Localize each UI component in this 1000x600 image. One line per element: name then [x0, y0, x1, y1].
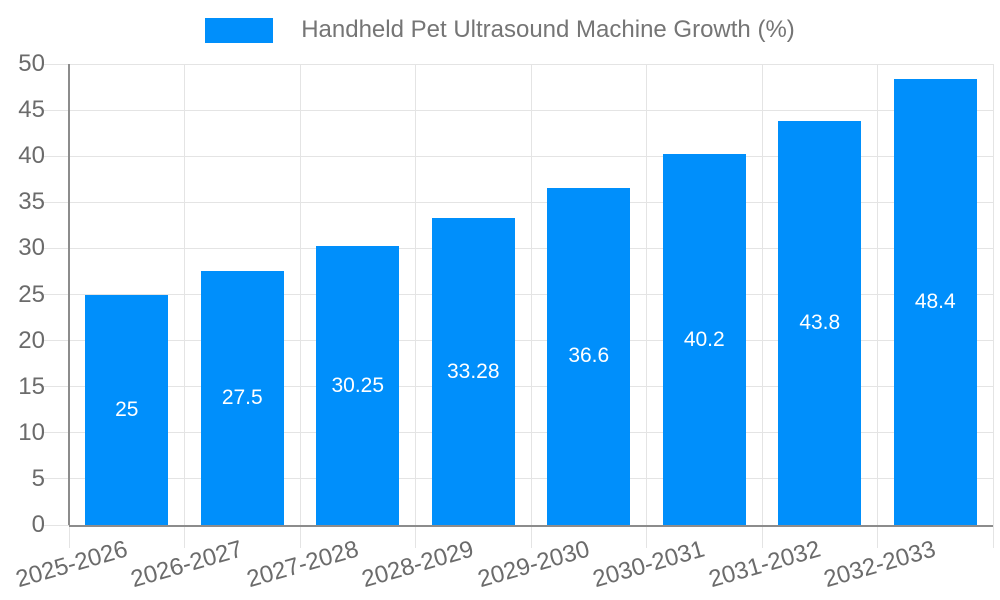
legend-label: Handheld Pet Ultrasound Machine Growth (…	[301, 16, 795, 43]
x-gridline	[761, 64, 763, 548]
y-axis-tick-label: 25	[18, 280, 45, 308]
y-gridline	[43, 478, 993, 480]
bar-value-label: 33.28	[446, 359, 500, 383]
y-axis-tick-label: 45	[18, 96, 45, 124]
chart-legend[interactable]: Handheld Pet Ultrasound Machine Growth (…	[0, 16, 1000, 44]
x-gridline	[530, 64, 532, 548]
bar-2030-2031[interactable]: 40.2	[662, 154, 746, 525]
bar-2031-2032[interactable]: 43.8	[778, 121, 862, 525]
bar-value-label: 48.4	[914, 289, 956, 313]
bar-2025-2026[interactable]: 25	[85, 294, 169, 525]
x-gridline	[299, 64, 301, 548]
bar-2032-2033[interactable]: 48.4	[893, 78, 977, 525]
bar-2027-2028[interactable]: 30.25	[316, 246, 400, 525]
y-axis-tick-label: 15	[18, 372, 45, 400]
x-axis-line	[69, 525, 993, 527]
y-gridline	[43, 386, 993, 388]
bar-2026-2027[interactable]: 27.5	[200, 271, 284, 525]
y-gridline	[43, 432, 993, 434]
bar-value-label: 27.5	[221, 386, 263, 410]
y-axis-tick-label: 40	[18, 142, 45, 170]
y-gridline	[43, 340, 993, 342]
y-axis-tick-label: 0	[31, 511, 45, 538]
bar-value-label: 43.8	[799, 311, 841, 335]
y-gridline	[43, 294, 993, 295]
y-axis-tick-label: 50	[18, 50, 45, 77]
y-axis-tick-label: 10	[18, 418, 45, 446]
bar-value-label: 36.6	[568, 344, 610, 368]
y-gridline	[43, 201, 993, 203]
bar-2028-2029[interactable]: 33.28	[431, 218, 515, 525]
bar-value-label: 40.2	[683, 327, 725, 351]
y-gridline	[43, 155, 993, 157]
y-gridline	[43, 247, 993, 249]
bar-value-label: 25	[115, 397, 139, 421]
x-gridline	[184, 64, 185, 548]
legend-swatch	[205, 17, 274, 43]
bar-value-label: 30.25	[331, 373, 385, 397]
x-gridline	[646, 64, 647, 548]
bar-2029-2030[interactable]: 36.6	[547, 187, 631, 525]
y-axis-line	[68, 64, 70, 525]
x-gridline	[415, 64, 416, 548]
y-axis-tick-label: 30	[18, 234, 45, 262]
y-axis-tick-label: 35	[18, 188, 45, 216]
y-axis-tick-label: 20	[18, 326, 45, 354]
y-gridline	[43, 109, 993, 111]
x-gridline	[992, 64, 994, 548]
x-gridline	[877, 64, 878, 548]
y-axis-tick-label: 5	[31, 464, 45, 492]
y-gridline	[43, 63, 993, 65]
